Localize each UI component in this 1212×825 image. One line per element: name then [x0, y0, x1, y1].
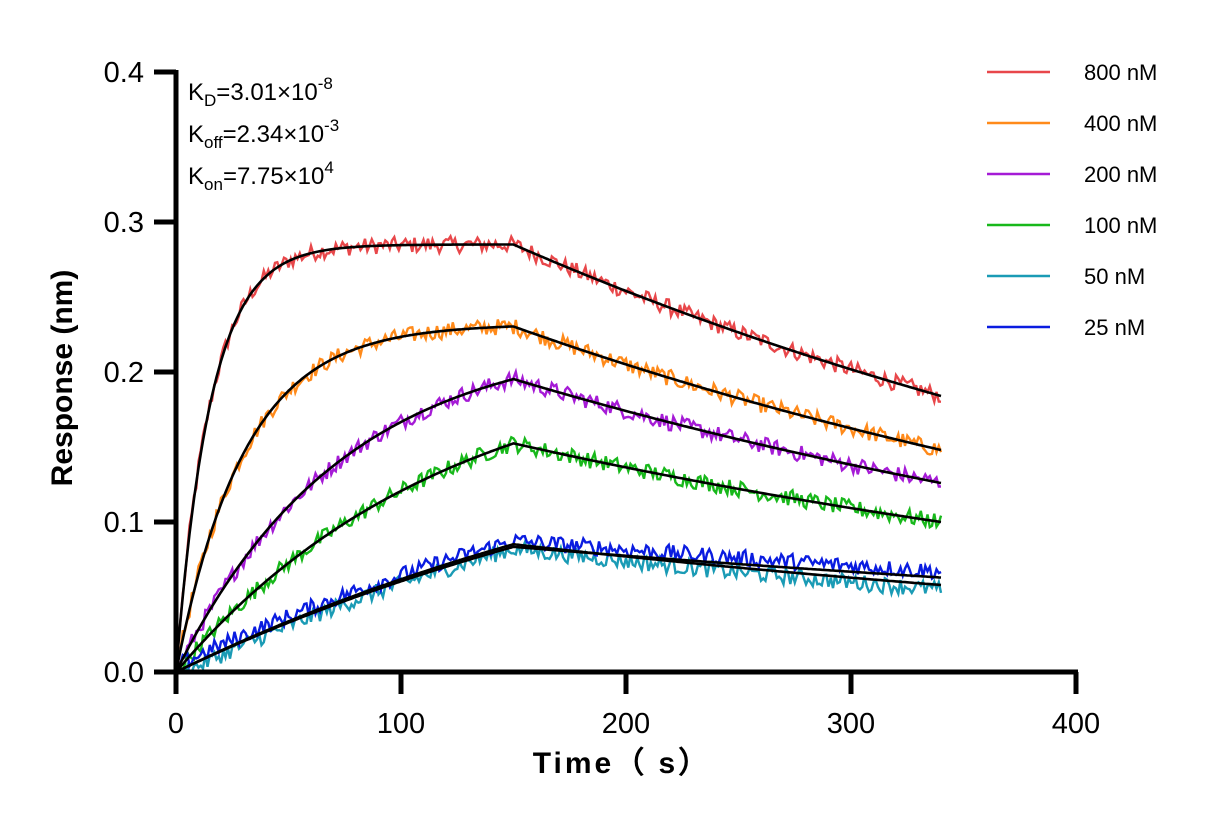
fit-curve	[174, 243, 942, 673]
legend-label: 800 nM	[1084, 60, 1157, 85]
fit-curve	[174, 377, 942, 673]
kon-value: =7.75×10	[223, 163, 324, 190]
x-tick-label: 100	[377, 708, 425, 740]
kon-base: K	[188, 163, 204, 190]
kon-annotation: Kon=7.75×104	[188, 158, 334, 194]
y-axis-title: Response (nm)	[46, 270, 79, 487]
series-line-25-nm	[175, 533, 942, 670]
series-line-50-nm	[176, 538, 943, 675]
x-axis-title: Time（ s）	[533, 746, 712, 780]
fit-curve	[175, 545, 942, 674]
x-tick-label: 400	[1052, 708, 1100, 740]
koff-value: =2.34×10	[223, 121, 324, 148]
x-tick-label: 200	[602, 708, 650, 740]
fit-curve	[174, 325, 942, 673]
legend-item: 200 nM	[987, 162, 1157, 187]
koff-exp: -3	[324, 116, 339, 135]
legend-item: 800 nM	[987, 60, 1157, 85]
y-tick-label: 0.1	[104, 507, 144, 539]
kd-exp: -8	[318, 74, 333, 93]
fit-layer	[174, 243, 942, 674]
x-tick-label: 0	[168, 708, 184, 740]
y-tick-label: 0.0	[104, 657, 144, 689]
kd-value: =3.01×10	[216, 79, 317, 106]
legend-label: 25 nM	[1084, 315, 1145, 340]
legend-label: 50 nM	[1084, 264, 1145, 289]
koff-annotation: Koff=2.34×10-3	[188, 116, 339, 152]
koff-base: K	[188, 121, 204, 148]
legend-item: 25 nM	[987, 315, 1145, 340]
y-tick-label: 0.3	[104, 207, 144, 239]
y-tick-label: 0.4	[104, 57, 144, 89]
x-tick-label: 300	[827, 708, 875, 740]
legend-label: 400 nM	[1084, 111, 1157, 136]
x-ticks: 0 100 200 300 400	[168, 672, 1100, 740]
series-line-100-nm	[175, 435, 943, 674]
legend-item: 400 nM	[987, 111, 1157, 136]
fit-curve	[175, 442, 942, 673]
koff-sub: off	[204, 133, 223, 152]
legend: 800 nM 400 nM 200 nM 100 nM 50 nM 25 nM	[987, 60, 1157, 340]
kon-exp: 4	[324, 158, 333, 177]
kd-annotation: KD=3.01×10-8	[188, 74, 333, 110]
y-tick-label: 0.2	[104, 357, 144, 389]
legend-item: 50 nM	[987, 264, 1145, 289]
y-ticks: 0.0 0.1 0.2 0.3 0.4	[104, 57, 176, 689]
legend-label: 100 nM	[1084, 213, 1157, 238]
kd-sub: D	[204, 91, 216, 110]
series-line-200-nm	[174, 367, 941, 673]
series-line-800-nm	[174, 233, 942, 673]
kon-sub: on	[204, 175, 223, 194]
legend-label: 200 nM	[1084, 162, 1157, 187]
legend-item: 100 nM	[987, 213, 1157, 238]
kd-base: K	[188, 79, 204, 106]
